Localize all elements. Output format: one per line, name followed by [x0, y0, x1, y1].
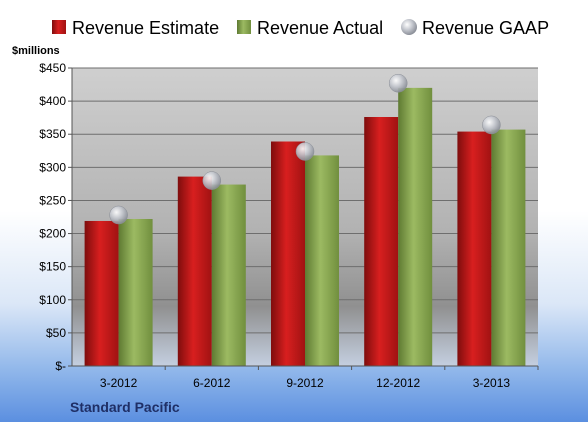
legend-marker-gaap	[401, 19, 417, 35]
bar-estimate	[364, 117, 399, 366]
y-tick-label: $-	[55, 359, 66, 373]
y-tick-label: $300	[39, 160, 66, 174]
marker-gaap	[482, 115, 501, 135]
legend-item-gaap: Revenue GAAP	[401, 18, 549, 38]
legend: Revenue Estimate Revenue Actual Revenue …	[52, 18, 549, 38]
y-axis: $- $50 $100 $150 $200 $250 $300 $350 $400 $450	[39, 61, 73, 373]
x-tick-label: 3-2012	[100, 376, 138, 390]
y-tick-label: $150	[39, 260, 66, 274]
y-tick-label: $450	[39, 61, 66, 75]
legend-label-estimate: Revenue Estimate	[72, 18, 219, 38]
legend-label-gaap: Revenue GAAP	[422, 18, 549, 38]
bar-actual	[211, 184, 246, 366]
legend-label-actual: Revenue Actual	[257, 18, 383, 38]
gaap-markers	[109, 73, 501, 225]
y-tick-label: $50	[46, 326, 66, 340]
legend-swatch-estimate	[52, 20, 66, 34]
bar-actual	[491, 129, 526, 366]
legend-item-actual: Revenue Actual	[237, 18, 383, 38]
bar-estimate	[271, 141, 305, 366]
marker-gaap	[388, 73, 408, 93]
y-tick-label: $400	[39, 94, 66, 108]
y-tick-label: $200	[39, 227, 66, 241]
x-tick-label: 9-2012	[286, 376, 324, 390]
bar-estimate	[457, 131, 492, 366]
legend-swatch-actual	[237, 20, 251, 34]
y-tick-label: $250	[39, 193, 66, 207]
legend-item-estimate: Revenue Estimate	[52, 18, 219, 38]
x-tick-label: 6-2012	[193, 376, 231, 390]
bar-actual	[398, 87, 433, 366]
y-tick-label: $350	[39, 127, 66, 141]
unit-label: $millions	[12, 45, 60, 57]
x-tick-label: 3-2013	[473, 376, 511, 390]
marker-gaap	[109, 205, 128, 225]
bar-actual	[118, 218, 153, 366]
marker-gaap	[202, 171, 222, 190]
bar-estimate	[177, 176, 212, 366]
bar-estimate	[84, 220, 119, 366]
marker-gaap	[295, 142, 315, 161]
x-tick-label: 12-2012	[376, 376, 420, 390]
bars	[84, 87, 526, 366]
y-tick-label: $100	[39, 293, 66, 307]
company-label: Standard Pacific	[70, 399, 180, 415]
x-axis: 3-2012 6-2012 9-2012 12-2012 3-2013	[72, 365, 539, 390]
bar-actual	[305, 155, 339, 366]
